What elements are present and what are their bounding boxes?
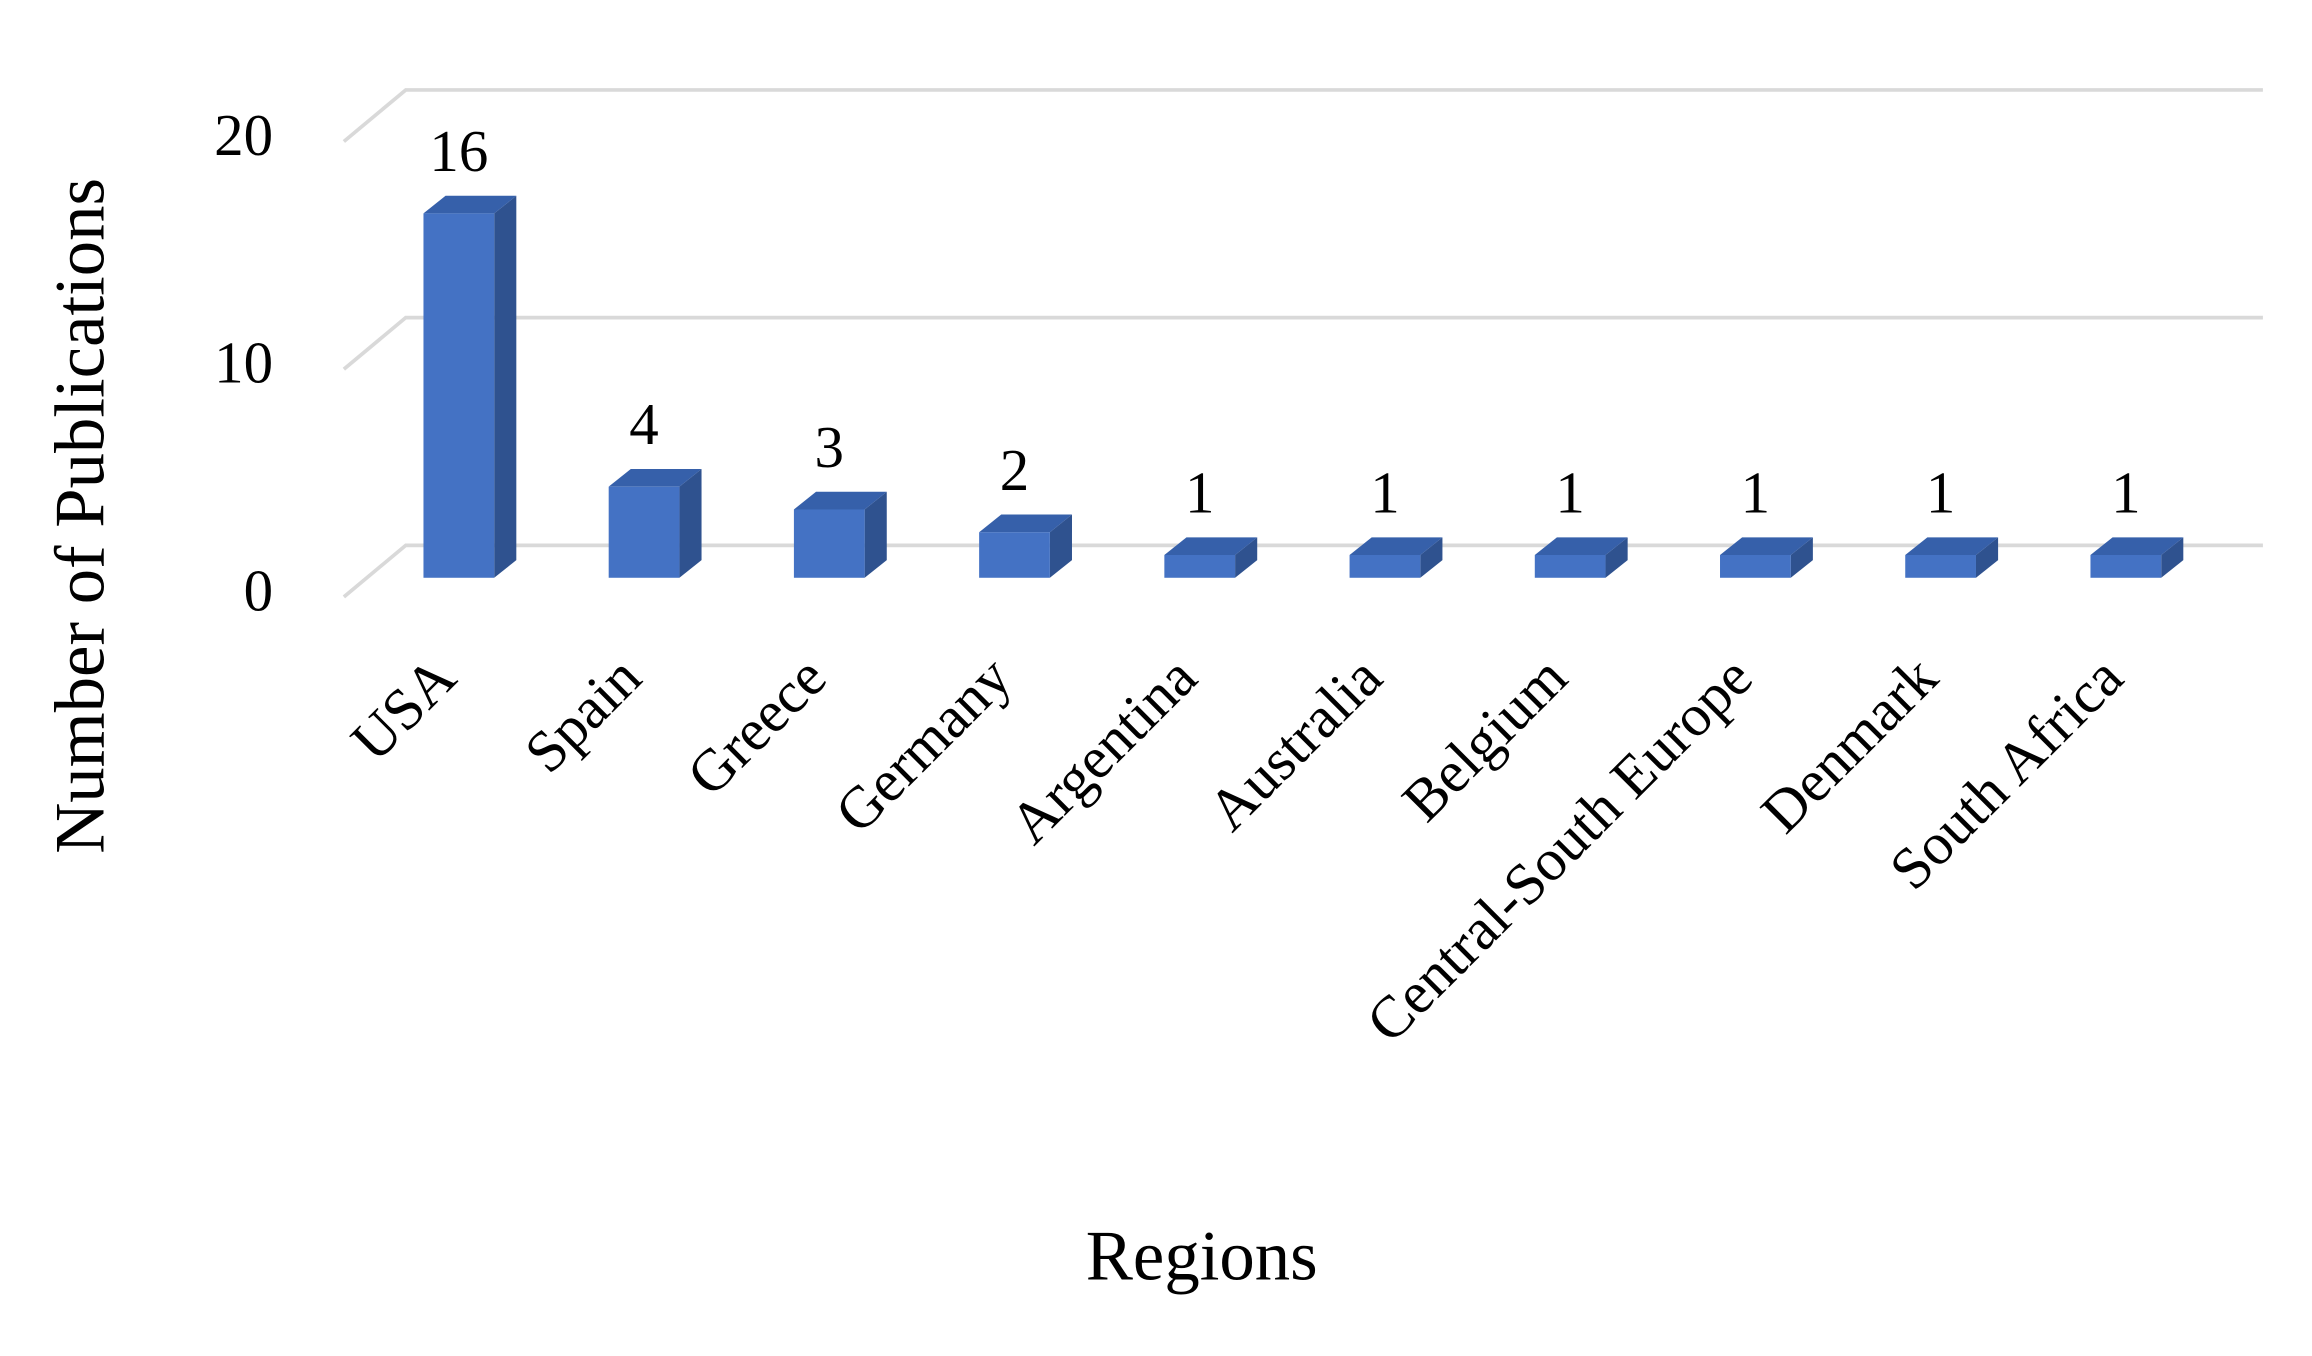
x-tick-label: USA [338, 643, 468, 773]
bar-top [979, 514, 1072, 533]
grid-line [342, 315, 2263, 371]
bar-top [423, 195, 517, 214]
value-label: 3 [815, 414, 844, 480]
bar-top [793, 491, 887, 510]
bar-top [1534, 537, 1628, 556]
grid-line [342, 88, 2263, 143]
value-label: 4 [629, 391, 658, 457]
bar-front [979, 532, 1050, 578]
bar-side [1605, 537, 1628, 578]
bar-side [679, 468, 702, 578]
bar-top [2090, 537, 2184, 556]
bar [1720, 537, 1813, 578]
bar-front [608, 486, 680, 578]
value-label: 1 [1370, 460, 1399, 526]
value-label: 1 [1926, 460, 1955, 526]
bar-front [1905, 555, 1976, 578]
bar-side [1420, 537, 1443, 578]
value-label: 1 [1741, 460, 1770, 526]
bar [1534, 537, 1628, 578]
bar [2090, 537, 2184, 578]
bar-side [2161, 537, 2184, 578]
bar-front [2090, 555, 2162, 578]
x-axis-title: Regions [1086, 1217, 1318, 1295]
bar-front [1720, 555, 1791, 578]
bar-side [1049, 514, 1072, 578]
bar-top [1905, 537, 1999, 556]
x-tick-label: Belgium [1389, 643, 1579, 833]
bar-side [494, 195, 517, 578]
x-tick-label: Argentina [996, 643, 1209, 856]
bar-top [608, 468, 702, 487]
bar-top [1349, 537, 1443, 556]
bar-front [1349, 555, 1421, 578]
value-label: 1 [1185, 460, 1214, 526]
bar [608, 468, 702, 578]
bar-front [1164, 555, 1236, 578]
bar [1164, 537, 1258, 578]
bar-front [793, 509, 865, 578]
bar-side [1790, 537, 1813, 578]
bar [423, 195, 517, 578]
bar-side [864, 491, 887, 578]
bar-front [1534, 555, 1606, 578]
value-label: 1 [2111, 460, 2140, 526]
bar-top [1720, 537, 1813, 556]
x-tick-label: Spain [512, 643, 654, 785]
y-tick-label: 0 [244, 557, 273, 623]
bar [793, 491, 887, 578]
bar [979, 514, 1072, 578]
bar [1905, 537, 1999, 578]
bar-front [423, 213, 495, 578]
bar [1349, 537, 1443, 578]
value-label: 2 [1000, 437, 1029, 503]
bar-top [1164, 537, 1258, 556]
value-label: 16 [429, 118, 488, 184]
value-label: 1 [1555, 460, 1584, 526]
x-tick-label: Australia [1195, 643, 1394, 842]
bar-side [1975, 537, 1999, 578]
grid-line [342, 543, 2263, 599]
y-tick-label: 20 [214, 102, 273, 168]
x-tick-label: Greece [674, 643, 839, 808]
x-tick-label: Germany [822, 643, 1024, 845]
y-tick-label: 10 [214, 330, 273, 396]
y-axis-title: Number of Publications [42, 178, 120, 854]
bar-side [1235, 537, 1258, 578]
